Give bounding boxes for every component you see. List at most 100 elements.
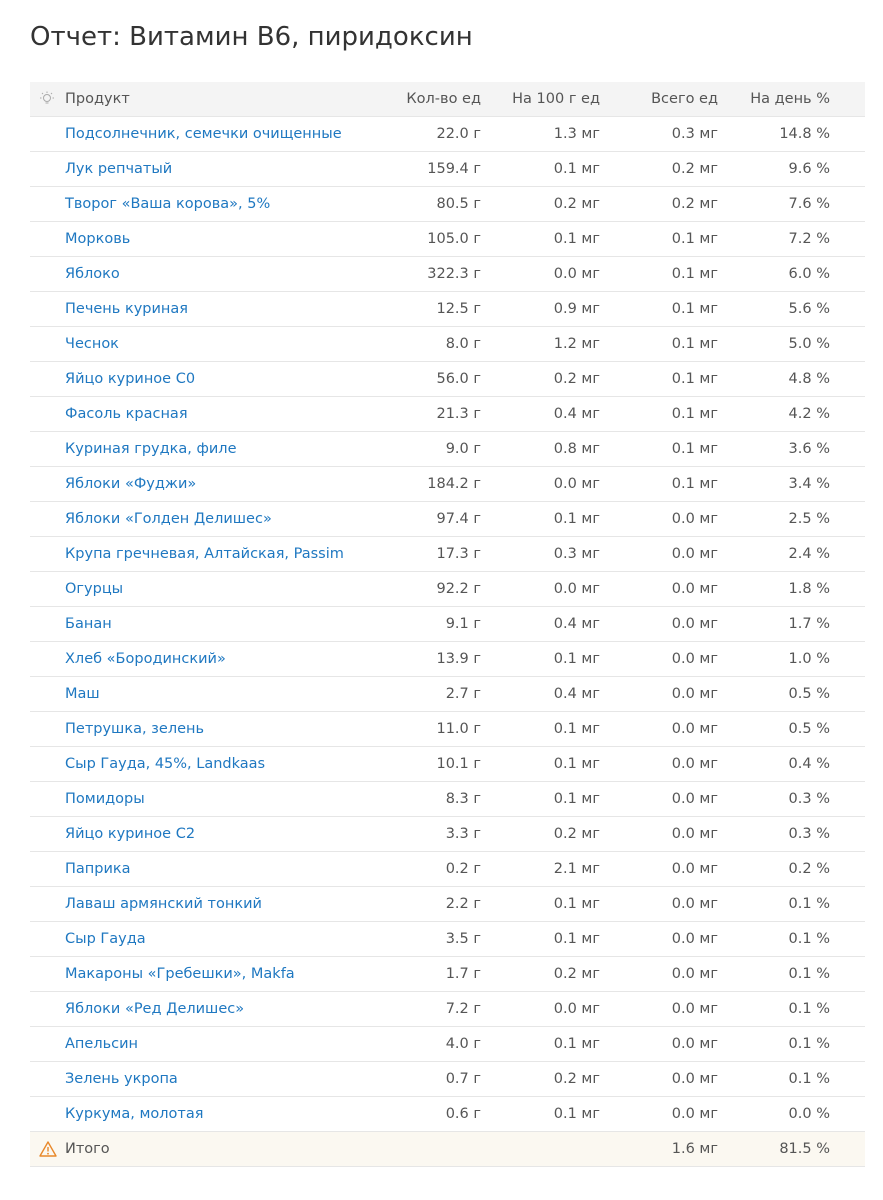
quantity-cell: 13.9 г bbox=[390, 641, 491, 677]
table-row: Яйцо куриное С0 56.0 г 0.2 мг 0.1 мг 4.8 % bbox=[30, 361, 865, 397]
product-link[interactable]: Яблоко bbox=[30, 256, 390, 292]
per-100g-cell: 0.2 мг bbox=[491, 816, 610, 852]
table-row: Лук репчатый 159.4 г 0.1 мг 0.2 мг 9.6 % bbox=[30, 151, 865, 187]
per-100g-cell: 0.1 мг bbox=[491, 1026, 610, 1062]
per-100g-cell: 1.3 мг bbox=[491, 116, 610, 152]
product-link[interactable]: Чеснок bbox=[30, 326, 390, 362]
product-link[interactable]: Банан bbox=[30, 606, 390, 642]
table-row: Лаваш армянский тонкий 2.2 г 0.1 мг 0.0 мг 0… bbox=[30, 886, 865, 922]
header-quantity: Кол-во ед bbox=[390, 82, 491, 117]
per-100g-cell: 0.0 мг bbox=[491, 466, 610, 502]
daily-percent-cell: 0.1 % bbox=[728, 921, 865, 957]
product-link[interactable]: Печень куриная bbox=[30, 291, 390, 327]
table-row: Петрушка, зелень 11.0 г 0.1 мг 0.0 мг 0.5 % bbox=[30, 711, 865, 747]
product-link[interactable]: Хлеб «Бородинский» bbox=[30, 641, 390, 677]
daily-percent-cell: 0.3 % bbox=[728, 816, 865, 852]
quantity-cell: 3.3 г bbox=[390, 816, 491, 852]
quantity-cell: 4.0 г bbox=[390, 1026, 491, 1062]
product-link[interactable]: Подсолнечник, семечки очищенные bbox=[30, 116, 390, 152]
per-100g-cell: 0.1 мг bbox=[491, 781, 610, 817]
report-table: Продукт Кол-во ед На 100 г ед Всего ед На де… bbox=[30, 82, 865, 1167]
quantity-cell: 2.2 г bbox=[390, 886, 491, 922]
header-total: Всего ед bbox=[610, 82, 728, 117]
product-link[interactable]: Лук репчатый bbox=[30, 151, 390, 187]
total-cell: 0.0 мг bbox=[610, 886, 728, 922]
total-cell: 0.1 мг bbox=[610, 466, 728, 502]
daily-percent-cell: 2.4 % bbox=[728, 536, 865, 572]
product-link[interactable]: Зелень укропа bbox=[30, 1061, 390, 1097]
daily-percent-cell: 0.5 % bbox=[728, 676, 865, 712]
product-link[interactable]: Яблоки «Голден Делишес» bbox=[30, 501, 390, 537]
table-row: Банан 9.1 г 0.4 мг 0.0 мг 1.7 % bbox=[30, 606, 865, 642]
daily-percent-cell: 4.2 % bbox=[728, 396, 865, 432]
product-link[interactable]: Сыр Гауда bbox=[30, 921, 390, 957]
total-cell: 0.0 мг bbox=[610, 711, 728, 747]
header-per-100g: На 100 г ед bbox=[491, 82, 610, 117]
product-link[interactable]: Куркума, молотая bbox=[30, 1096, 390, 1132]
per-100g-cell: 0.4 мг bbox=[491, 606, 610, 642]
quantity-cell: 184.2 г bbox=[390, 466, 491, 502]
table-row: Яблоки «Ред Делишес» 7.2 г 0.0 мг 0.0 мг 0.1… bbox=[30, 991, 865, 1027]
total-cell: 0.0 мг bbox=[610, 956, 728, 992]
total-cell: 0.0 мг bbox=[610, 921, 728, 957]
daily-percent-cell: 1.7 % bbox=[728, 606, 865, 642]
table-row: Печень куриная 12.5 г 0.9 мг 0.1 мг 5.6 % bbox=[30, 291, 865, 327]
product-link[interactable]: Яйцо куриное С2 bbox=[30, 816, 390, 852]
product-link[interactable]: Фасоль красная bbox=[30, 396, 390, 432]
product-link[interactable]: Помидоры bbox=[30, 781, 390, 817]
product-link[interactable]: Петрушка, зелень bbox=[30, 711, 390, 747]
per-100g-cell: 2.1 мг bbox=[491, 851, 610, 887]
total-cell: 0.0 мг bbox=[610, 536, 728, 572]
product-link[interactable]: Крупа гречневая, Алтайская, Passim bbox=[30, 536, 390, 572]
product-link[interactable]: Куриная грудка, филе bbox=[30, 431, 390, 467]
per-100g-cell: 0.1 мг bbox=[491, 641, 610, 677]
daily-percent-cell: 0.3 % bbox=[728, 781, 865, 817]
table-row: Куриная грудка, филе 9.0 г 0.8 мг 0.1 мг 3.6… bbox=[30, 431, 865, 467]
total-cell: 0.0 мг bbox=[610, 606, 728, 642]
product-link[interactable]: Сыр Гауда, 45%, Landkaas bbox=[30, 746, 390, 782]
per-100g-cell: 0.1 мг bbox=[491, 711, 610, 747]
per-100g-cell: 0.0 мг bbox=[491, 256, 610, 292]
daily-percent-cell: 7.2 % bbox=[728, 221, 865, 257]
quantity-cell: 1.7 г bbox=[390, 956, 491, 992]
table-row: Яблоки «Фуджи» 184.2 г 0.0 мг 0.1 мг 3.4 % bbox=[30, 466, 865, 502]
product-link[interactable]: Творог «Ваша корова», 5% bbox=[30, 186, 390, 222]
quantity-cell: 9.0 г bbox=[390, 431, 491, 467]
total-label-cell: Итого bbox=[30, 1131, 390, 1167]
product-link[interactable]: Лаваш армянский тонкий bbox=[30, 886, 390, 922]
table-row: Хлеб «Бородинский» 13.9 г 0.1 мг 0.0 мг 1.0 … bbox=[30, 641, 865, 677]
daily-percent-cell: 0.1 % bbox=[728, 1026, 865, 1062]
quantity-cell: 322.3 г bbox=[390, 256, 491, 292]
daily-percent-cell: 5.6 % bbox=[728, 291, 865, 327]
product-link[interactable]: Маш bbox=[30, 676, 390, 712]
daily-percent-cell: 9.6 % bbox=[728, 151, 865, 187]
daily-percent-cell: 4.8 % bbox=[728, 361, 865, 397]
product-link[interactable]: Макароны «Гребешки», Makfa bbox=[30, 956, 390, 992]
product-link[interactable]: Яблоки «Ред Делишес» bbox=[30, 991, 390, 1027]
quantity-cell: 80.5 г bbox=[390, 186, 491, 222]
total-cell: 0.1 мг bbox=[610, 326, 728, 362]
product-link[interactable]: Огурцы bbox=[30, 571, 390, 607]
product-link[interactable]: Морковь bbox=[30, 221, 390, 257]
per-100g-cell: 0.1 мг bbox=[491, 921, 610, 957]
product-link[interactable]: Паприка bbox=[30, 851, 390, 887]
empty-cell bbox=[491, 1131, 610, 1167]
quantity-cell: 97.4 г bbox=[390, 501, 491, 537]
quantity-cell: 2.7 г bbox=[390, 676, 491, 712]
quantity-cell: 9.1 г bbox=[390, 606, 491, 642]
total-row: Итого 1.6 мг 81.5 % bbox=[30, 1131, 865, 1167]
total-cell: 0.0 мг bbox=[610, 816, 728, 852]
total-cell: 0.0 мг bbox=[610, 641, 728, 677]
table-row: Куркума, молотая 0.6 г 0.1 мг 0.0 мг 0.0 % bbox=[30, 1096, 865, 1132]
table-body: Подсолнечник, семечки очищенные 22.0 г 1.3… bbox=[30, 116, 865, 1132]
product-link[interactable]: Апельсин bbox=[30, 1026, 390, 1062]
product-link[interactable]: Яйцо куриное С0 bbox=[30, 361, 390, 397]
daily-percent-cell: 0.2 % bbox=[728, 851, 865, 887]
per-100g-cell: 0.1 мг bbox=[491, 151, 610, 187]
table-row: Чеснок 8.0 г 1.2 мг 0.1 мг 5.0 % bbox=[30, 326, 865, 362]
daily-percent-cell: 3.4 % bbox=[728, 466, 865, 502]
per-100g-cell: 0.2 мг bbox=[491, 1061, 610, 1097]
total-cell: 0.1 мг bbox=[610, 221, 728, 257]
product-link[interactable]: Яблоки «Фуджи» bbox=[30, 466, 390, 502]
